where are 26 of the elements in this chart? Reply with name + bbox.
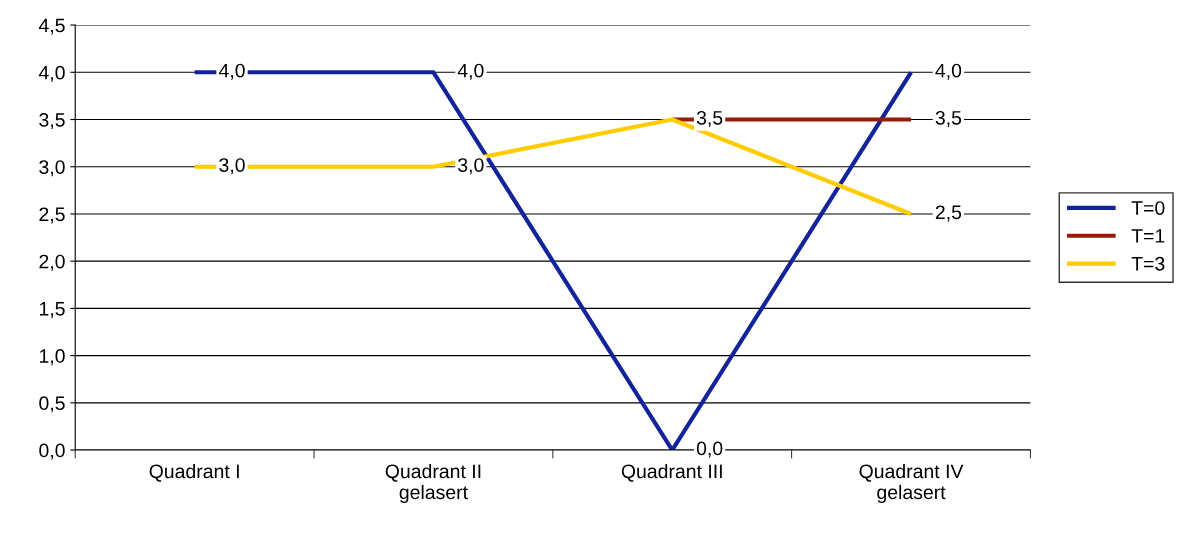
data-label: 3,5: [696, 110, 723, 128]
data-label: 2,5: [935, 205, 962, 222]
y-tick-label: 0,5: [39, 396, 65, 413]
legend-label: T=1: [1131, 229, 1165, 243]
y-tick-label: 3,0: [39, 160, 65, 177]
y-tick-label: 4,5: [38, 18, 65, 35]
y-tick-label: 0,0: [39, 443, 65, 460]
data-label: 3,5: [935, 110, 962, 128]
legend-label: T=3: [1131, 256, 1165, 271]
y-tick-label: 3,5: [39, 112, 65, 130]
y-tick-label: 4,0: [38, 65, 65, 82]
data-label: 3,0: [458, 158, 484, 175]
data-label: 3,0: [219, 158, 245, 175]
data-label: 4,0: [457, 63, 484, 80]
y-tick-label: 2,5: [39, 207, 65, 224]
y-tick-label: 1,0: [39, 349, 65, 366]
x-tick-label: Quadrant III: [621, 463, 722, 482]
data-label: 0,0: [696, 441, 723, 458]
x-tick-label: Quadrant IV gelasert: [859, 463, 964, 504]
y-tick-label: 2,0: [39, 254, 65, 271]
x-tick-label: Quadrant II gelasert: [385, 463, 481, 504]
legend-label: T=0: [1131, 201, 1165, 215]
data-label: 4,0: [935, 63, 962, 80]
x-tick-label: Quadrant I: [149, 463, 239, 482]
y-tick-label: 1,5: [39, 302, 65, 318]
data-label: 4,0: [218, 63, 245, 80]
